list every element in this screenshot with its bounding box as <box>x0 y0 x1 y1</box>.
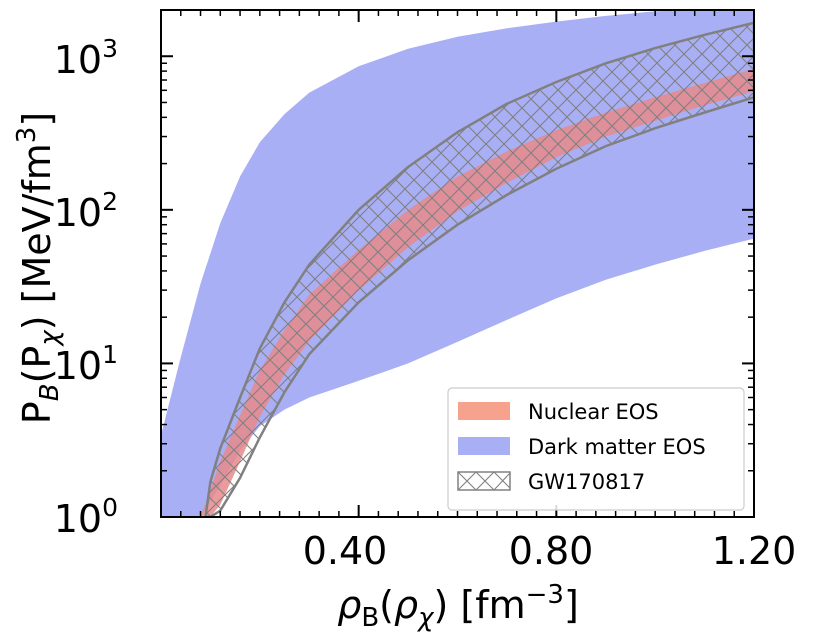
legend-label-gw170817: GW170817 <box>528 470 645 494</box>
y-axis-label: PB(Pχ) [MeV/fm3] <box>12 112 65 424</box>
legend-swatch-dark-matter <box>458 437 510 455</box>
legend-swatch-nuclear <box>458 402 510 420</box>
minor-ticks <box>161 9 754 517</box>
gw170817-band <box>204 21 754 517</box>
legend-label-dark-matter: Dark matter EOS <box>528 435 706 459</box>
legend: Nuclear EOS Dark matter EOS GW170817 <box>447 387 745 511</box>
y-tick-label: 101 <box>54 340 118 388</box>
legend-frame <box>447 387 745 511</box>
x-axis-label: ρB(ρχ) [fm−3] <box>337 580 579 633</box>
y-tick-label: 103 <box>54 34 118 82</box>
y-tick-label: 100 <box>54 493 118 541</box>
legend-hatch-gw170817 <box>457 471 511 491</box>
x-tick-label: 1.20 <box>712 529 797 573</box>
y-tick-label: 102 <box>54 187 118 235</box>
plot-area <box>161 10 754 517</box>
x-tick-label: 0.80 <box>509 529 594 573</box>
major-ticks <box>161 10 755 518</box>
axes <box>160 9 755 518</box>
legend-label-nuclear: Nuclear EOS <box>528 400 659 424</box>
x-tick-label: 0.40 <box>303 529 388 573</box>
